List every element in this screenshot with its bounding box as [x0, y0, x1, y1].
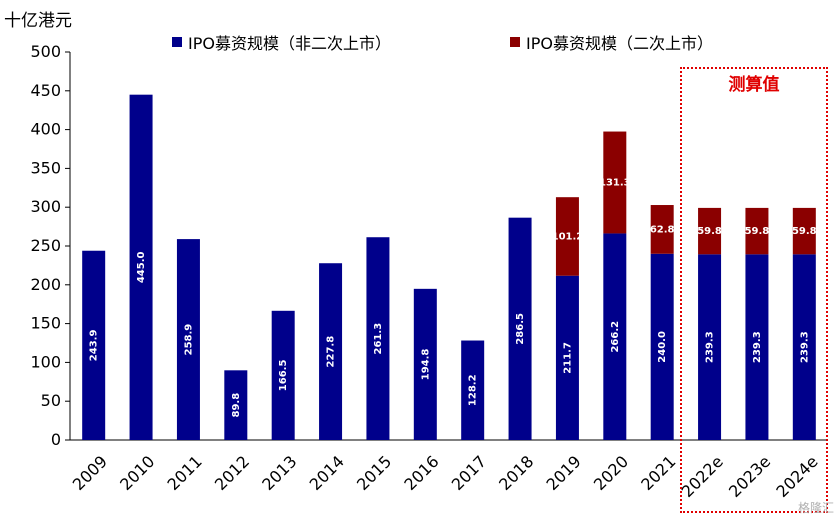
data-label-secondary: 131.3 — [599, 177, 631, 188]
bar-non-secondary — [82, 250, 106, 440]
y-axis-unit: 十亿港元 — [4, 11, 72, 31]
data-label-secondary: 101.2 — [552, 231, 584, 242]
x-tick-label: 2019 — [543, 452, 585, 494]
x-tick-label: 2017 — [448, 452, 490, 494]
bar-non-secondary — [271, 310, 295, 440]
y-tick-label: 200 — [30, 275, 61, 294]
bar-non-secondary — [745, 254, 769, 440]
data-label-non-secondary: 166.5 — [278, 360, 289, 392]
y-tick-label: 250 — [30, 236, 61, 255]
bar-secondary — [745, 207, 769, 255]
data-label-non-secondary: 445.0 — [136, 251, 147, 283]
data-label-secondary: 62.8 — [650, 224, 675, 235]
bar-non-secondary — [603, 233, 627, 440]
y-tick-label: 0 — [51, 430, 61, 449]
data-label-non-secondary: 243.9 — [89, 330, 100, 362]
data-label-secondary: 59.8 — [697, 226, 722, 237]
bar-secondary — [603, 131, 627, 234]
bar-non-secondary — [176, 239, 200, 440]
x-tick-label: 2018 — [495, 452, 537, 494]
legend-item-non-secondary: IPO募资规模（非二次上市） — [172, 30, 391, 54]
data-label-non-secondary: 258.9 — [183, 324, 194, 356]
y-tick-label: 100 — [30, 352, 61, 371]
bar-secondary — [650, 205, 674, 254]
bar-non-secondary — [224, 370, 248, 440]
data-label-non-secondary: 211.7 — [562, 342, 573, 374]
legend-item-secondary: IPO募资规模（二次上市） — [510, 30, 713, 54]
data-label-non-secondary: 261.3 — [373, 323, 384, 355]
x-tick-label: 2011 — [164, 452, 206, 494]
bar-non-secondary — [319, 263, 343, 440]
legend-swatch-non-secondary — [172, 37, 182, 47]
bar-non-secondary — [413, 288, 437, 440]
x-tick-label: 2014 — [306, 452, 348, 494]
data-label-secondary: 59.8 — [792, 226, 817, 237]
bar-non-secondary — [508, 217, 532, 440]
data-label-non-secondary: 194.8 — [420, 349, 431, 381]
x-tick-label: 2012 — [211, 452, 253, 494]
data-label-non-secondary: 239.3 — [799, 331, 810, 363]
data-label-non-secondary: 266.2 — [610, 321, 621, 353]
y-tick-label: 300 — [30, 197, 61, 216]
data-label-non-secondary: 89.8 — [231, 393, 242, 418]
estimate-highlight-box — [680, 67, 828, 513]
y-tick-label: 50 — [41, 391, 61, 410]
bar-non-secondary — [366, 237, 390, 440]
bar-non-secondary — [698, 254, 722, 440]
watermark-logo: 格隆汇 — [797, 501, 834, 515]
x-tick-label: 2016 — [400, 452, 442, 494]
bar-non-secondary — [461, 340, 485, 440]
bar-secondary — [555, 197, 579, 276]
legend-label-non-secondary: IPO募资规模（非二次上市） — [188, 34, 391, 53]
y-tick-label: 450 — [30, 81, 61, 100]
x-tick-label: 2009 — [69, 452, 111, 494]
data-label-non-secondary: 286.5 — [515, 313, 526, 345]
data-label-non-secondary: 240.0 — [657, 331, 668, 363]
y-tick-label: 400 — [30, 120, 61, 139]
x-tick-label: 2010 — [116, 452, 158, 494]
estimate-label: 测算值 — [728, 75, 780, 95]
bar-non-secondary — [129, 94, 153, 441]
y-tick-label: 350 — [30, 158, 61, 177]
y-tick-label: 150 — [30, 314, 61, 333]
legend-swatch-secondary — [510, 37, 520, 47]
x-tick-label: 2020 — [590, 452, 632, 494]
bar-secondary — [792, 207, 816, 255]
bar-non-secondary — [792, 254, 816, 440]
bar-non-secondary — [650, 253, 674, 440]
bar-secondary — [698, 207, 722, 255]
data-label-non-secondary: 239.3 — [752, 331, 763, 363]
data-label-non-secondary: 239.3 — [705, 331, 716, 363]
data-label-non-secondary: 128.2 — [468, 374, 479, 406]
bar-non-secondary — [555, 275, 579, 440]
y-tick-label: 500 — [30, 42, 61, 61]
x-tick-label: 2013 — [258, 452, 300, 494]
x-tick-label: 2021 — [637, 452, 679, 494]
legend-label-secondary: IPO募资规模（二次上市） — [526, 34, 713, 53]
data-label-non-secondary: 227.8 — [326, 336, 337, 368]
x-tick-label: 2015 — [353, 452, 395, 494]
data-label-secondary: 59.8 — [745, 226, 770, 237]
